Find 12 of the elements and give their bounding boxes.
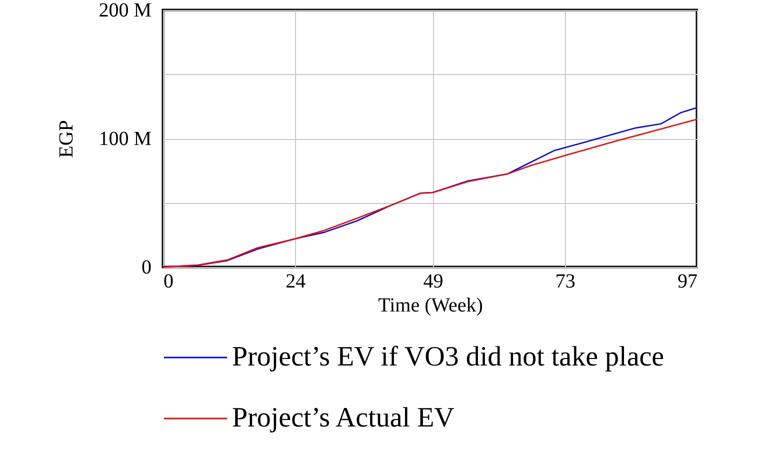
x-tick-label: 24 — [286, 270, 306, 292]
x-axis-title: Time (Week) — [378, 294, 483, 316]
y-tick-label: 200 M — [98, 0, 152, 22]
y-tick-label: 100 M — [98, 128, 152, 150]
y-axis-title: EGP — [56, 120, 78, 158]
x-tick-label: 73 — [555, 270, 576, 292]
legend-label: Project’s Actual EV — [232, 402, 454, 434]
x-tick-label: 0 — [164, 270, 174, 292]
x-tick-label: 49 — [423, 270, 444, 292]
x-tick-label: 97 — [678, 270, 698, 292]
legend-label: Project’s EV if VO3 did not take place — [232, 342, 664, 372]
y-tick-label: 0 — [142, 256, 152, 278]
